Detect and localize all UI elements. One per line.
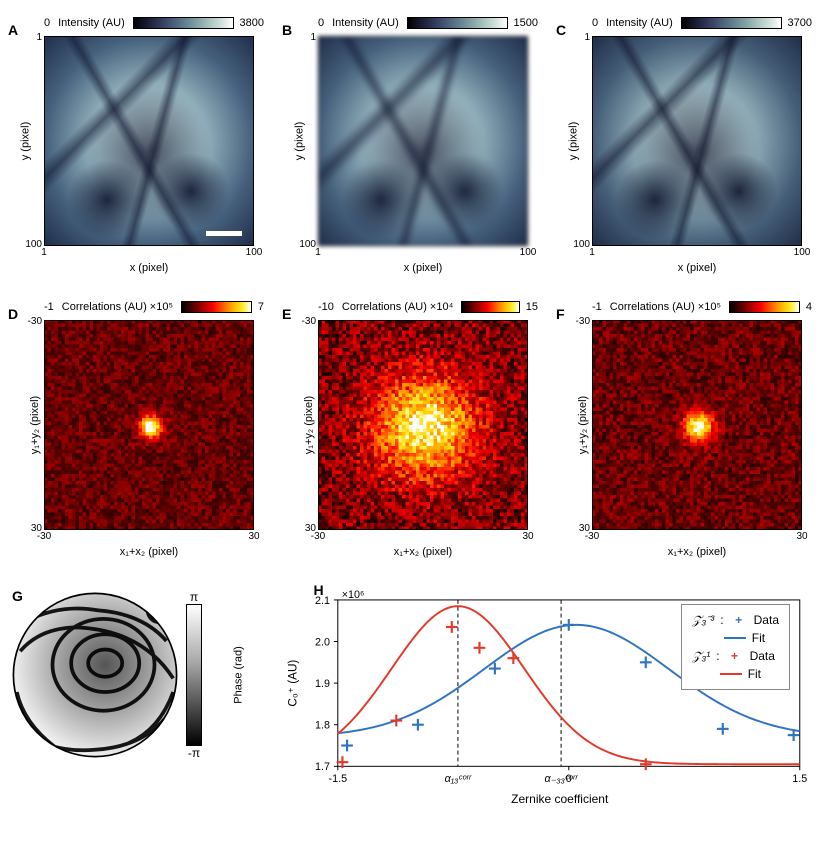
line-icon <box>724 637 746 639</box>
panel-b-image <box>318 36 528 246</box>
svg-text:1.7: 1.7 <box>316 761 331 773</box>
svg-text:1.8: 1.8 <box>316 720 331 732</box>
svg-text:1.9: 1.9 <box>316 678 331 690</box>
svg-text:α₁₃ᶜᵒʳʳ: α₁₃ᶜᵒʳʳ <box>445 773 472 785</box>
middle-row: D -1 Correlations (AU) ×10⁵ 7 y₁+y₂ (pix… <box>10 296 812 558</box>
panel-a-cbar: 0 Intensity (AU) 3800 <box>44 12 264 34</box>
svg-text:C₀⁺ (AU): C₀⁺ (AU) <box>287 660 300 707</box>
corr-canvas-f <box>592 320 802 530</box>
panel-c-image <box>592 36 802 246</box>
corr-canvas-d <box>44 320 254 530</box>
chart-h-xlabel: Zernike coefficient <box>307 792 812 806</box>
panel-f: F -1 Correlations (AU) ×10⁵ 4 y₁+y₂ (pix… <box>558 296 812 558</box>
panel-g: G <box>10 590 267 760</box>
svg-text:1.5: 1.5 <box>793 773 808 785</box>
panel-b: B 0 Intensity (AU) 1500 y (pixel) 1 100 … <box>284 12 538 274</box>
panel-a-cbar-grad <box>133 17 234 29</box>
panel-c-cbar: 0 Intensity (AU) 3700 <box>592 12 812 34</box>
line-icon <box>720 673 742 675</box>
legend-row: 𝒵₃¹: Fit <box>692 665 779 683</box>
legend-row: 𝒵₃⁻³: Fit <box>692 629 779 647</box>
phase-cbar: π -π <box>186 590 202 760</box>
scale-bar <box>206 231 242 236</box>
top-row: A 0 Intensity (AU) 3800 y (pixel) 1 100 … <box>10 12 812 274</box>
panel-d: D -1 Correlations (AU) ×10⁵ 7 y₁+y₂ (pix… <box>10 296 264 558</box>
panel-e-image <box>318 320 528 530</box>
legend-row: 𝒵₃⁻³: + Data <box>692 611 779 629</box>
panel-f-image <box>592 320 802 530</box>
panel-a-image <box>44 36 254 246</box>
svg-text:2.0: 2.0 <box>316 636 331 648</box>
svg-text:α₋₃₃ᶜᵒʳʳ: α₋₃₃ᶜᵒʳʳ <box>545 773 579 785</box>
panel-c: C 0 Intensity (AU) 3700 y (pixel) 1 100 … <box>558 12 812 274</box>
panel-a-yaxis: y (pixel) 1 100 <box>10 36 44 246</box>
panel-h: H 1.71.81.92.02.1-1.501.5×10⁶C₀⁺ (AU)α₁₃… <box>283 584 812 806</box>
panel-e: E -10 Correlations (AU) ×10⁴ 15 y₁+y₂ (p… <box>284 296 538 558</box>
panel-a-xaxis: 1 100 x (pixel) <box>44 246 254 274</box>
panel-b-cbar: 0 Intensity (AU) 1500 <box>318 12 538 34</box>
plus-icon: + <box>730 611 748 629</box>
svg-text:-1.5: -1.5 <box>329 773 348 785</box>
panel-d-image <box>44 320 254 530</box>
panel-a: A 0 Intensity (AU) 3800 y (pixel) 1 100 … <box>10 12 264 274</box>
phase-cbar-label: Phase (rad) <box>233 646 245 703</box>
plus-icon: + <box>726 647 744 665</box>
corr-canvas-e <box>318 320 528 530</box>
svg-text:×10⁶: ×10⁶ <box>342 589 365 601</box>
legend-row: 𝒵₃¹: + Data <box>692 647 779 665</box>
phase-map <box>10 590 180 760</box>
legend: 𝒵₃⁻³: + Data 𝒵₃⁻³: Fit 𝒵₃¹: + Data 𝒵₃¹: … <box>681 604 790 690</box>
bottom-row: G <box>10 584 812 806</box>
